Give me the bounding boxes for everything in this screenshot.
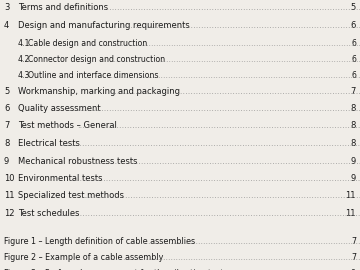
Text: Mechanical robustness tests: Mechanical robustness tests (18, 157, 138, 166)
Text: ................................................................................: ........................................… (108, 70, 360, 79)
Text: 7: 7 (351, 86, 356, 96)
Text: ................................................................................: ........................................… (56, 209, 360, 218)
Text: Electrical tests: Electrical tests (18, 139, 80, 148)
Text: 8: 8 (351, 139, 356, 148)
Text: 11: 11 (4, 191, 14, 201)
Text: 5: 5 (351, 4, 356, 12)
Text: Figure 3 – Preferred arrangement for the vibration test: Figure 3 – Preferred arrangement for the… (4, 268, 223, 270)
Text: Environmental tests: Environmental tests (18, 174, 103, 183)
Text: Cable design and construction: Cable design and construction (28, 39, 147, 48)
Text: 5: 5 (4, 86, 9, 96)
Text: ................................................................................: ........................................… (77, 122, 360, 130)
Text: 10: 10 (4, 174, 14, 183)
Text: 11: 11 (346, 209, 356, 218)
Text: ................................................................................: ........................................… (129, 237, 360, 245)
Text: ................................................................................: ........................................… (111, 55, 360, 63)
Text: 6: 6 (351, 70, 356, 79)
Text: Quality assessment: Quality assessment (18, 104, 101, 113)
Text: 4.2: 4.2 (18, 55, 30, 63)
Text: ................................................................................: ........................................… (75, 4, 360, 12)
Text: ................................................................................: ........................................… (146, 268, 360, 270)
Text: ................................................................................: ........................................… (101, 39, 360, 48)
Text: ................................................................................: ........................................… (83, 191, 360, 201)
Text: 4: 4 (4, 21, 9, 30)
Text: ................................................................................: ........................................… (117, 21, 360, 30)
Text: Specialized test methods: Specialized test methods (18, 191, 124, 201)
Text: 7: 7 (4, 122, 9, 130)
Text: Test methods – General: Test methods – General (18, 122, 117, 130)
Text: 9: 9 (351, 174, 356, 183)
Text: 7: 7 (351, 252, 356, 262)
Text: 11: 11 (346, 191, 356, 201)
Text: 7: 7 (351, 237, 356, 245)
Text: Design and manufacturing requirements: Design and manufacturing requirements (18, 21, 190, 30)
Text: 6: 6 (351, 21, 356, 30)
Text: Outline and interface dimensions: Outline and interface dimensions (28, 70, 158, 79)
Text: 12: 12 (4, 209, 14, 218)
Text: 8: 8 (351, 122, 356, 130)
Text: 9: 9 (351, 268, 356, 270)
Text: 6: 6 (351, 55, 356, 63)
Text: Test schedules: Test schedules (18, 209, 80, 218)
Text: 8: 8 (351, 104, 356, 113)
Text: Terms and definitions: Terms and definitions (18, 4, 108, 12)
Text: 6: 6 (4, 104, 9, 113)
Text: ................................................................................: ........................................… (91, 157, 360, 166)
Text: Workmanship, marking and packaging: Workmanship, marking and packaging (18, 86, 180, 96)
Text: 6: 6 (351, 39, 356, 48)
Text: 4.3: 4.3 (18, 70, 30, 79)
Text: 8: 8 (4, 139, 9, 148)
Text: Figure 1 – Length definition of cable assemblies: Figure 1 – Length definition of cable as… (4, 237, 195, 245)
Text: 9: 9 (4, 157, 9, 166)
Text: ................................................................................: ........................................… (67, 104, 360, 113)
Text: ................................................................................: ........................................… (109, 86, 360, 96)
Text: Figure 2 – Example of a cable assembly: Figure 2 – Example of a cable assembly (4, 252, 163, 262)
Text: ................................................................................: ........................................… (62, 139, 360, 148)
Text: ................................................................................: ........................................… (103, 252, 360, 262)
Text: 9: 9 (351, 157, 356, 166)
Text: Connector design and construction: Connector design and construction (28, 55, 165, 63)
Text: ................................................................................: ........................................… (69, 174, 360, 183)
Text: 4.1: 4.1 (18, 39, 31, 48)
Text: 3: 3 (4, 4, 9, 12)
